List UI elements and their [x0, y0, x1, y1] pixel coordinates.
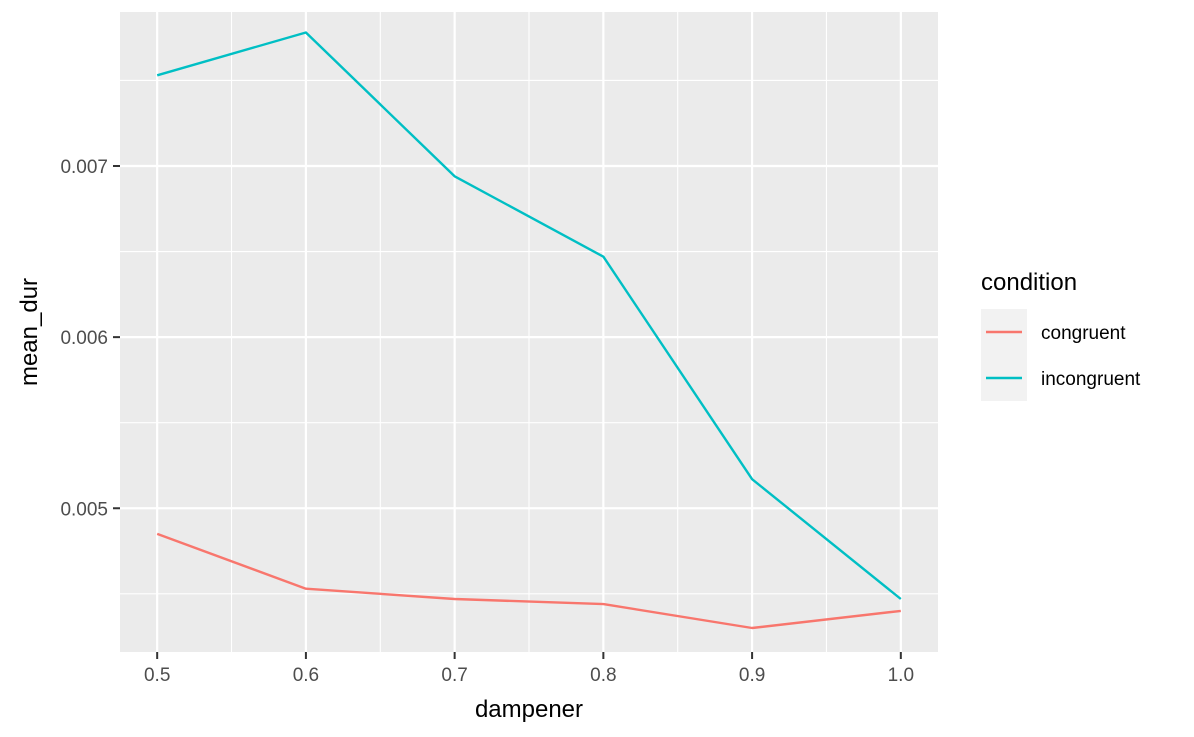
x-axis-title: dampener [475, 696, 583, 723]
legend: condition congruent incongruent [981, 269, 1141, 401]
major-gridlines [120, 12, 938, 652]
series-line-incongruent [156, 31, 902, 600]
x-tick-label: 0.5 [144, 665, 170, 686]
x-tick-label: 0.8 [590, 665, 616, 686]
x-tick-label: 0.9 [739, 665, 765, 686]
x-axis: 0.5 0.6 0.7 0.8 0.9 1.0 [144, 652, 914, 686]
series-layer [156, 31, 902, 630]
legend-label-incongruent: incongruent [1041, 369, 1141, 390]
x-tick-label: 0.7 [441, 665, 467, 686]
y-axis: 0.005 0.006 0.007 [60, 157, 120, 520]
x-tick-label: 1.0 [888, 665, 914, 686]
x-tick-label: 0.6 [293, 665, 319, 686]
y-axis-title: mean_dur [16, 278, 43, 386]
y-tick-label: 0.007 [60, 157, 108, 178]
y-tick-label: 0.006 [60, 328, 108, 349]
y-tick-label: 0.005 [60, 499, 108, 520]
series-line-congruent [156, 532, 901, 630]
legend-label-congruent: congruent [1041, 323, 1126, 344]
minor-gridlines [120, 12, 938, 652]
legend-title: condition [981, 269, 1077, 296]
